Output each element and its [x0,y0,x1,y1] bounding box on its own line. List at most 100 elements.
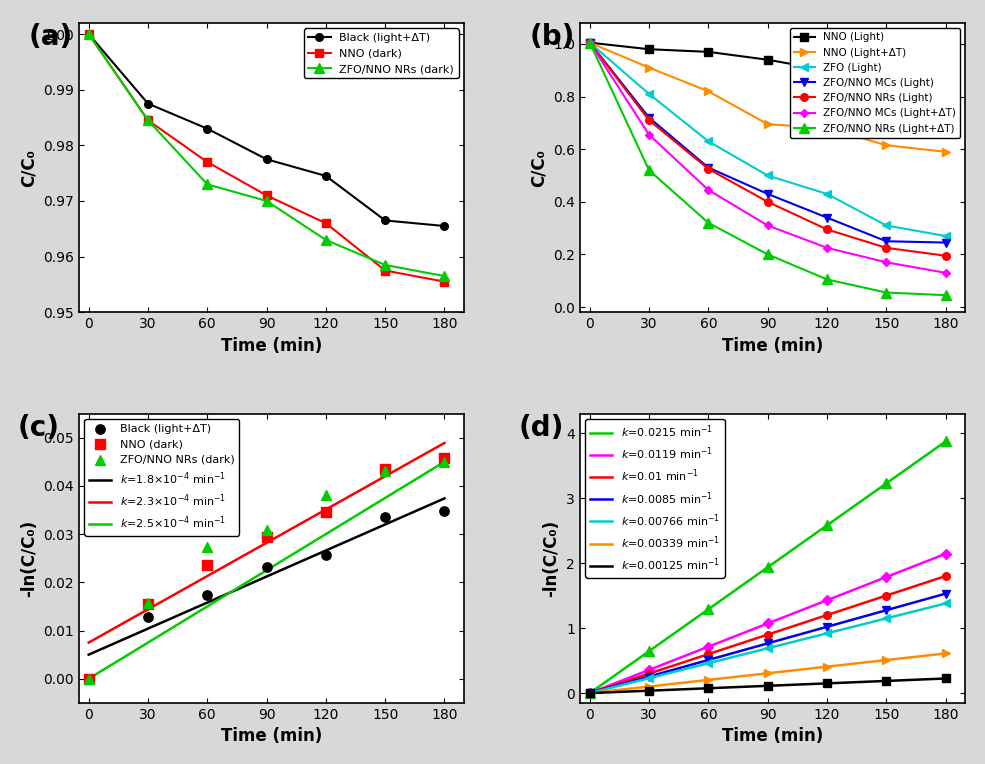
$k$=0.00125 min$^{-1}$ [884,676,895,685]
$k$=0.0215 min$^{-1}$ [584,688,596,698]
NNO (Light) [881,76,892,85]
$k$=0.00125 min$^{-1}$ [584,688,596,698]
NNO (dark) [438,277,450,286]
$k$=0.0119 min$^{-1}$ [796,606,808,615]
$k$=1.8$\times$10$^{-4}$ min$^{-1}$ [294,558,305,567]
$k$=0.00125 min$^{-1}$ [940,674,952,683]
ZFO/NNO MCs (Light) [643,113,655,122]
$k$=1.8$\times$10$^{-4}$ min$^{-1}$ [84,649,96,659]
NNO (Light+ΔT) [940,147,952,157]
ZFO/NNO NRs (dark) [320,235,332,244]
Text: (a): (a) [29,23,73,51]
ZFO/NNO NRs (dark) [377,465,393,478]
ZFO/NNO NRs (dark) [201,180,213,189]
Black (light+ΔT) [259,561,275,573]
ZFO/NNO NRs (dark) [199,541,215,553]
NNO (dark) [201,157,213,167]
ZFO/NNO MCs (Light+ΔT) [881,257,892,267]
NNO (Light+ΔT) [584,38,596,47]
$k$=0.00766 min$^{-1}$ [796,635,808,644]
$k$=0.00766 min$^{-1}$ [802,633,814,643]
ZFO/NNO NRs (Light+ΔT) [702,219,714,228]
$k$=2.3$\times$10$^{-4}$ min$^{-1}$ [300,516,312,525]
NNO (Light+ΔT) [761,120,773,129]
ZFO/NNO NRs (dark) [379,261,391,270]
NNO (Light) [761,55,773,64]
ZFO/NNO NRs (dark) [259,524,275,536]
ZFO/NNO NRs (Light+ΔT) [584,38,596,47]
ZFO/NNO NRs (dark) [436,455,452,468]
ZFO/NNO NRs (Light) [761,197,773,206]
$k$=0.00766 min$^{-1}$ [906,607,918,617]
Legend: $k$=0.0215 min$^{-1}$, $k$=0.0119 min$^{-1}$, $k$=0.01 min$^{-1}$, $k$=0.0085 mi: $k$=0.0215 min$^{-1}$, $k$=0.0119 min$^{… [585,419,725,578]
NNO (Light) [584,38,596,47]
Line: $k$=1.8$\times$10$^{-4}$ min$^{-1}$: $k$=1.8$\times$10$^{-4}$ min$^{-1}$ [89,498,444,655]
$k$=0.00125 min$^{-1}$ [795,680,807,689]
$k$=0.01 min$^{-1}$ [940,571,952,581]
$k$=0.0119 min$^{-1}$ [584,688,596,698]
$k$=0.0215 min$^{-1}$ [585,688,597,697]
$k$=0.00766 min$^{-1}$ [585,688,597,698]
X-axis label: Time (min): Time (min) [221,337,322,354]
$k$=0.01 min$^{-1}$ [585,688,597,698]
$k$=0.00125 min$^{-1}$ [906,675,918,685]
$k$=2.3$\times$10$^{-4}$ min$^{-1}$ [438,439,450,448]
$k$=0.00339 min$^{-1}$ [884,655,895,664]
Line: $k$=0.00766 min$^{-1}$: $k$=0.00766 min$^{-1}$ [590,604,946,693]
Line: $k$=0.0215 min$^{-1}$: $k$=0.0215 min$^{-1}$ [590,442,946,693]
$k$=0.01 min$^{-1}$ [884,590,895,599]
$k$=0.0085 min$^{-1}$ [796,630,808,639]
ZFO/NNO NRs (Light) [940,251,952,261]
Black (light+ΔT) [379,216,391,225]
$k$=2.5$\times$10$^{-4}$ min$^{-1}$ [84,673,96,682]
ZFO/NNO MCs (Light+ΔT) [940,268,952,277]
$k$=2.5$\times$10$^{-4}$ min$^{-1}$ [405,478,417,487]
Legend: NNO (Light), NNO (Light+ΔT), ZFO (Light), ZFO/NNO MCs (Light), ZFO/NNO NRs (Ligh: NNO (Light), NNO (Light+ΔT), ZFO (Light)… [790,28,960,138]
$k$=0.00339 min$^{-1}$ [795,665,807,674]
$k$=0.0119 min$^{-1}$ [795,606,807,615]
Line: ZFO (Light): ZFO (Light) [586,39,950,240]
ZFO/NNO NRs (dark) [261,196,273,206]
NNO (Light+ΔT) [881,141,892,150]
$k$=1.8$\times$10$^{-4}$ min$^{-1}$ [83,650,95,659]
Line: $k$=2.5$\times$10$^{-4}$ min$^{-1}$: $k$=2.5$\times$10$^{-4}$ min$^{-1}$ [89,461,444,678]
NNO (dark) [142,115,154,125]
Line: ZFO/NNO MCs (Light): ZFO/NNO MCs (Light) [586,39,950,246]
$k$=0.00339 min$^{-1}$ [584,688,596,698]
$k$=0.0085 min$^{-1}$ [906,598,918,607]
$k$=2.3$\times$10$^{-4}$ min$^{-1}$ [405,457,417,466]
$k$=0.01 min$^{-1}$ [796,619,808,628]
$k$=0.00766 min$^{-1}$ [884,613,895,622]
$k$=1.8$\times$10$^{-4}$ min$^{-1}$ [405,509,417,518]
Line: $k$=0.0119 min$^{-1}$: $k$=0.0119 min$^{-1}$ [590,554,946,693]
ZFO/NNO MCs (Light) [761,189,773,199]
ZFO/NNO NRs (Light) [702,164,714,173]
NNO (Light+ΔT) [643,63,655,73]
ZFO/NNO NRs (dark) [318,488,334,500]
Legend: Black (light+ΔT), NNO (dark), ZFO/NNO NRs (dark), $k$=1.8$\times$10$^{-4}$ min$^: Black (light+ΔT), NNO (dark), ZFO/NNO NR… [85,419,239,536]
Line: NNO (Light+ΔT): NNO (Light+ΔT) [586,39,950,156]
Line: ZFO/NNO MCs (Light+ΔT): ZFO/NNO MCs (Light+ΔT) [587,40,949,276]
$k$=2.5$\times$10$^{-4}$ min$^{-1}$ [300,542,312,551]
$k$=2.3$\times$10$^{-4}$ min$^{-1}$ [84,637,96,646]
NNO (dark) [199,559,215,571]
Black (light+ΔT) [261,154,273,163]
ZFO/NNO NRs (dark) [438,271,450,280]
Black (light+ΔT) [438,222,450,231]
$k$=2.3$\times$10$^{-4}$ min$^{-1}$ [295,520,306,529]
$k$=0.00766 min$^{-1}$ [584,688,596,698]
ZFO/NNO MCs (Light) [821,213,833,222]
$k$=0.0085 min$^{-1}$ [795,630,807,639]
Line: Black (light+ΔT): Black (light+ΔT) [85,31,448,230]
ZFO/NNO NRs (Light) [643,115,655,125]
ZFO/NNO NRs (dark) [140,597,156,609]
NNO (Light) [702,47,714,57]
ZFO/NNO MCs (Light) [584,38,596,47]
$k$=0.0215 min$^{-1}$ [940,437,952,446]
$k$=0.0215 min$^{-1}$ [795,539,807,549]
$k$=0.0119 min$^{-1}$ [940,549,952,558]
$k$=0.00766 min$^{-1}$ [940,599,952,608]
ZFO/NNO MCs (Light+ΔT) [643,130,655,139]
ZFO (Light) [881,221,892,230]
Y-axis label: -ln(C/C₀): -ln(C/C₀) [543,520,560,597]
